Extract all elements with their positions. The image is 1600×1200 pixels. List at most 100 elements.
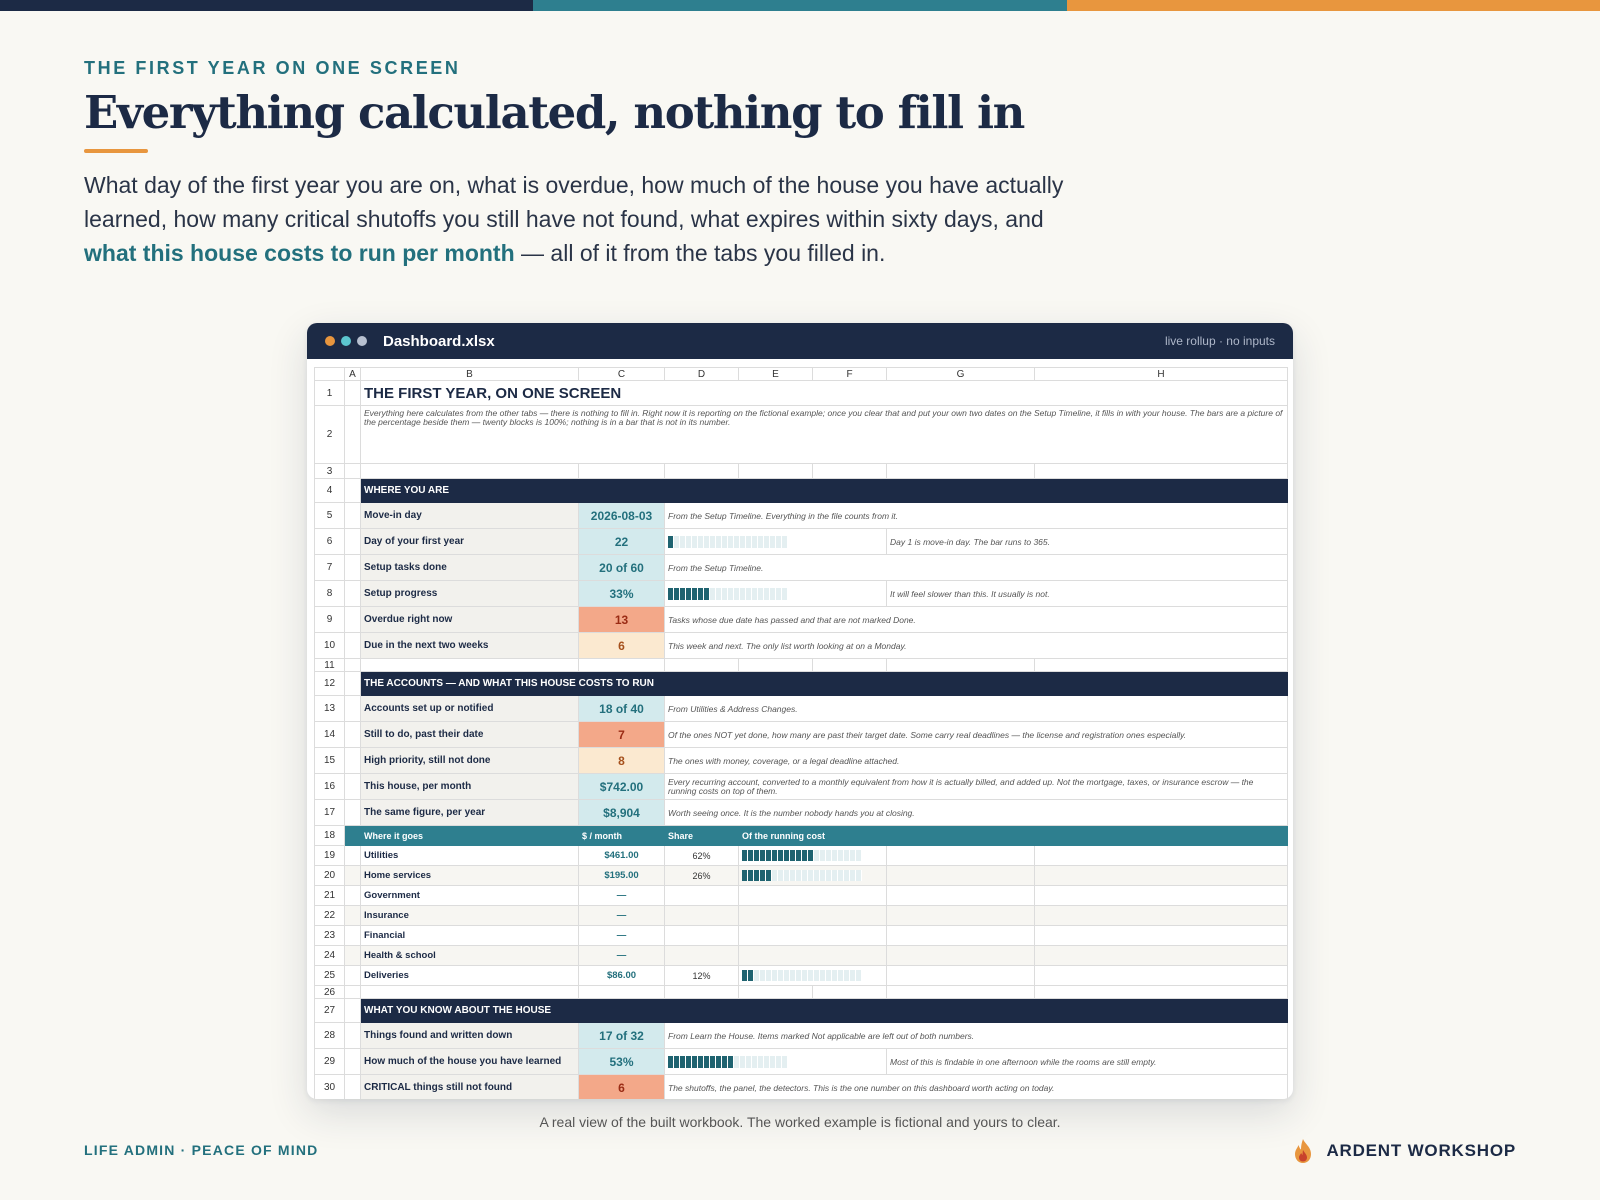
row-number[interactable]: 20 [314, 865, 345, 886]
metric-label[interactable]: Move-in day [360, 502, 579, 529]
row-number[interactable]: 15 [314, 747, 345, 774]
corner-cell[interactable] [314, 367, 345, 381]
progress-bar-cell[interactable] [664, 1048, 887, 1075]
cell[interactable] [1034, 925, 1288, 946]
orange-dot-icon[interactable] [325, 336, 335, 346]
category-share[interactable] [664, 925, 739, 946]
cell[interactable] [738, 985, 813, 999]
row-number[interactable]: 9 [314, 606, 345, 633]
metric-note[interactable]: From Utilities & Address Changes. [664, 695, 1288, 722]
metric-note[interactable]: This week and next. The only list worth … [664, 632, 1288, 659]
sheet-title[interactable]: THE FIRST YEAR, ON ONE SCREEN [360, 380, 1288, 406]
row-number[interactable]: 16 [314, 773, 345, 800]
cell[interactable] [360, 658, 579, 672]
row-number[interactable]: 18 [314, 825, 345, 846]
metric-note[interactable]: From the Setup Timeline. Everything in t… [664, 502, 1288, 529]
row-number[interactable]: 3 [314, 463, 345, 479]
row-number[interactable]: 22 [314, 905, 345, 926]
category-label[interactable]: Home services [360, 865, 579, 886]
row-number[interactable]: 29 [314, 1048, 345, 1075]
metric-label[interactable]: Things found and written down [360, 1022, 579, 1049]
cell[interactable] [738, 658, 813, 672]
col-header-b[interactable]: B [360, 367, 579, 381]
row-number[interactable]: 14 [314, 721, 345, 748]
share-bar-cell[interactable] [738, 865, 887, 886]
cell[interactable] [344, 825, 361, 846]
cell[interactable] [344, 945, 361, 966]
cell[interactable] [1034, 825, 1288, 846]
metric-note[interactable]: The ones with money, coverage, or a lega… [664, 747, 1288, 774]
breakdown-header-where[interactable]: Where it goes [360, 825, 579, 846]
metric-value[interactable]: 6 [578, 1074, 665, 1099]
section-header-where[interactable]: WHERE YOU ARE [360, 478, 1288, 503]
category-month[interactable]: — [578, 885, 665, 906]
cell[interactable] [886, 885, 1035, 906]
metric-note[interactable]: The shutoffs, the panel, the detectors. … [664, 1074, 1288, 1099]
row-number[interactable]: 10 [314, 632, 345, 659]
row-number[interactable]: 7 [314, 554, 345, 581]
col-header-h[interactable]: H [1034, 367, 1288, 381]
progress-bar-cell[interactable] [664, 580, 887, 607]
row-number[interactable]: 2 [314, 405, 345, 464]
category-month[interactable]: $86.00 [578, 965, 665, 986]
cell[interactable] [344, 580, 361, 607]
cell[interactable] [360, 985, 579, 999]
cell[interactable] [812, 463, 887, 479]
cell[interactable] [1034, 965, 1288, 986]
cell[interactable] [664, 658, 739, 672]
row-number[interactable]: 19 [314, 845, 345, 866]
cell[interactable] [886, 463, 1035, 479]
category-month[interactable]: — [578, 925, 665, 946]
category-label[interactable]: Insurance [360, 905, 579, 926]
cell[interactable] [1034, 905, 1288, 926]
category-label[interactable]: Financial [360, 925, 579, 946]
metric-value[interactable]: 53% [578, 1048, 665, 1075]
category-share[interactable]: 12% [664, 965, 739, 986]
cell[interactable] [344, 463, 361, 479]
category-month[interactable]: — [578, 905, 665, 926]
cell[interactable] [1034, 463, 1288, 479]
share-bar-cell[interactable] [738, 905, 887, 926]
category-share[interactable]: 62% [664, 845, 739, 866]
category-label[interactable]: Deliveries [360, 965, 579, 986]
cell[interactable] [344, 671, 361, 696]
category-month[interactable]: — [578, 945, 665, 966]
metric-label[interactable]: Setup progress [360, 580, 579, 607]
cell[interactable] [1034, 845, 1288, 866]
cell[interactable] [344, 405, 361, 464]
cell[interactable] [578, 463, 665, 479]
cell[interactable] [886, 845, 1035, 866]
cell[interactable] [344, 1022, 361, 1049]
cell[interactable] [886, 985, 1035, 999]
category-label[interactable]: Utilities [360, 845, 579, 866]
row-number[interactable]: 13 [314, 695, 345, 722]
share-bar-cell[interactable] [738, 845, 887, 866]
cell[interactable] [344, 658, 361, 672]
category-month[interactable]: $461.00 [578, 845, 665, 866]
metric-note[interactable]: It will feel slower than this. It usuall… [886, 580, 1288, 607]
metric-note[interactable]: Day 1 is move-in day. The bar runs to 36… [886, 528, 1288, 555]
section-header-accounts[interactable]: THE ACCOUNTS — AND WHAT THIS HOUSE COSTS… [360, 671, 1288, 696]
cell[interactable] [344, 554, 361, 581]
metric-note[interactable]: From the Setup Timeline. [664, 554, 1288, 581]
metric-label[interactable]: Due in the next two weeks [360, 632, 579, 659]
cell[interactable] [344, 865, 361, 886]
breakdown-header-of-cost[interactable]: Of the running cost [738, 825, 887, 846]
row-number[interactable]: 28 [314, 1022, 345, 1049]
metric-label[interactable]: The same figure, per year [360, 799, 579, 826]
row-number[interactable]: 25 [314, 965, 345, 986]
cell[interactable] [344, 380, 361, 406]
metric-value[interactable]: 13 [578, 606, 665, 633]
sheet-description[interactable]: Everything here calculates from the othe… [360, 405, 1288, 464]
cell[interactable] [1034, 945, 1288, 966]
cell[interactable] [886, 865, 1035, 886]
category-share[interactable] [664, 905, 739, 926]
share-bar-cell[interactable] [738, 885, 887, 906]
section-header-know[interactable]: WHAT YOU KNOW ABOUT THE HOUSE [360, 998, 1288, 1023]
cell[interactable] [344, 478, 361, 503]
row-number[interactable]: 11 [314, 658, 345, 672]
metric-label[interactable]: This house, per month [360, 773, 579, 800]
cell[interactable] [344, 905, 361, 926]
category-share[interactable] [664, 885, 739, 906]
sheet-grid[interactable]: A B C D E F G H 1 THE FIRST YEAR, ON ONE… [314, 367, 1288, 1099]
